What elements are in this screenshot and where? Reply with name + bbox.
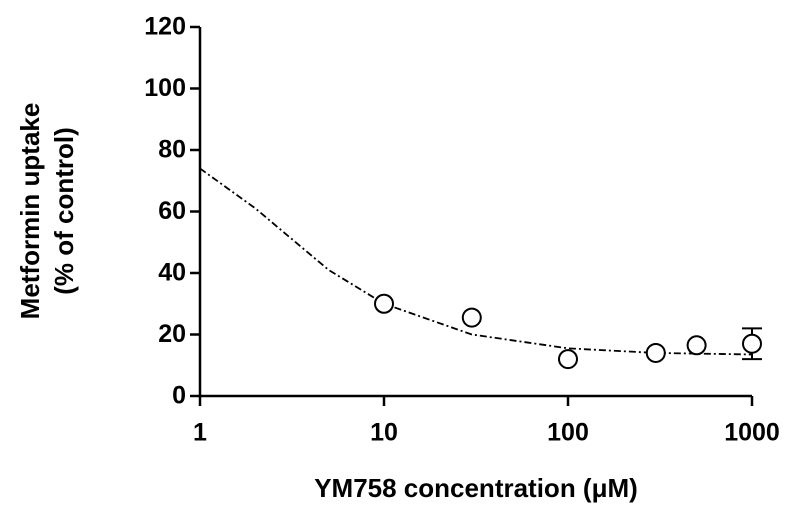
data-point — [686, 335, 707, 356]
data-point — [645, 342, 666, 363]
x-tick-label: 1000 — [724, 419, 780, 447]
y-tick-label: 40 — [158, 259, 186, 287]
data-point — [742, 333, 762, 354]
data-point — [558, 349, 578, 370]
y-tick-label: 120 — [144, 13, 186, 41]
y-axis-title: Metformin uptake — [15, 103, 45, 320]
y-tick-label: 20 — [158, 320, 186, 348]
x-tick-label: 1 — [193, 419, 207, 447]
y-axis-title: (% of control) — [49, 127, 79, 295]
y-tick-label: 0 — [172, 382, 186, 410]
data-point — [374, 293, 394, 314]
data-point — [461, 307, 482, 328]
y-tick-label: 100 — [144, 74, 186, 102]
x-axis-title: YM758 concentration (μM) — [314, 473, 638, 503]
y-tick-label: 60 — [158, 197, 186, 225]
y-tick-label: 80 — [158, 136, 186, 164]
fit-line — [199, 167, 753, 356]
x-tick-label: 100 — [547, 419, 589, 447]
x-tick-label: 10 — [370, 419, 398, 447]
